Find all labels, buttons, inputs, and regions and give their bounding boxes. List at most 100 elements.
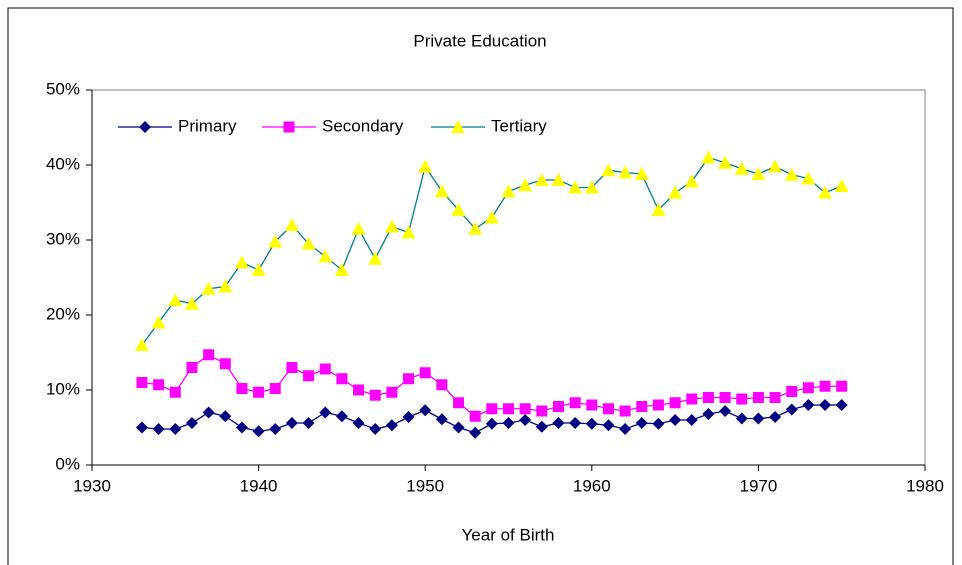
data-point xyxy=(284,218,299,231)
data-point xyxy=(219,410,232,423)
data-point xyxy=(769,411,782,423)
data-point xyxy=(136,377,148,388)
data-point xyxy=(452,421,465,434)
data-point xyxy=(336,373,348,385)
data-point xyxy=(651,203,666,216)
data-point xyxy=(169,386,181,398)
data-point xyxy=(319,406,332,419)
data-point xyxy=(534,173,549,186)
data-point xyxy=(252,425,265,438)
data-point xyxy=(552,417,565,429)
data-point xyxy=(301,236,316,250)
x-tick-label: 1940 xyxy=(240,476,278,495)
data-point xyxy=(569,417,582,429)
data-point xyxy=(351,221,366,235)
data-point xyxy=(352,417,365,429)
data-point xyxy=(286,362,298,373)
data-point xyxy=(584,180,599,194)
data-point xyxy=(319,363,331,375)
data-point xyxy=(752,412,765,425)
data-point xyxy=(153,379,165,391)
data-point xyxy=(669,414,682,426)
data-point xyxy=(518,178,533,192)
data-point xyxy=(836,380,848,392)
data-point xyxy=(403,373,415,385)
data-point xyxy=(151,315,166,329)
data-point xyxy=(202,406,215,419)
data-point xyxy=(519,403,531,415)
data-point xyxy=(384,219,399,233)
data-point xyxy=(569,397,581,409)
data-point xyxy=(719,392,731,403)
data-point xyxy=(402,411,415,423)
y-tick-label: 0% xyxy=(55,454,80,473)
data-point xyxy=(735,412,748,425)
data-point xyxy=(234,255,249,269)
legend-marker xyxy=(283,121,295,133)
data-point xyxy=(468,221,483,235)
x-tick-label: 1960 xyxy=(573,476,611,495)
data-point xyxy=(668,185,683,199)
data-point xyxy=(719,405,732,417)
data-point xyxy=(834,179,849,192)
data-point xyxy=(819,399,832,411)
data-point xyxy=(802,382,814,394)
data-point xyxy=(484,210,499,224)
data-point xyxy=(485,417,498,430)
data-point xyxy=(334,263,349,276)
data-point xyxy=(385,419,398,432)
data-point xyxy=(784,167,799,181)
data-point xyxy=(285,417,298,429)
data-point xyxy=(718,155,733,169)
data-point xyxy=(502,417,515,429)
data-point xyxy=(486,403,498,415)
data-point xyxy=(551,173,566,186)
chart-frame xyxy=(7,7,954,565)
data-point xyxy=(469,410,481,422)
x-tick-label: 1980 xyxy=(906,476,944,495)
data-point xyxy=(318,249,333,263)
legend-label: Primary xyxy=(178,116,237,135)
data-point xyxy=(436,379,448,391)
data-point xyxy=(269,383,281,394)
data-point xyxy=(519,414,532,426)
data-point xyxy=(134,338,149,351)
data-point xyxy=(652,399,664,411)
data-point xyxy=(618,165,633,179)
data-point xyxy=(269,423,282,435)
data-point xyxy=(435,413,448,426)
data-point xyxy=(702,392,714,403)
data-point xyxy=(701,150,716,164)
data-point xyxy=(734,161,749,175)
data-point xyxy=(669,397,681,409)
data-point xyxy=(303,370,315,382)
data-point xyxy=(751,167,766,180)
legend-label: Secondary xyxy=(322,116,404,135)
y-tick-label: 50% xyxy=(46,79,80,98)
data-point xyxy=(568,180,583,194)
data-point xyxy=(552,401,564,412)
data-point xyxy=(168,293,183,306)
data-point xyxy=(802,399,815,411)
data-point xyxy=(418,159,433,173)
data-point xyxy=(302,417,315,429)
data-point xyxy=(835,399,848,411)
data-point xyxy=(203,349,215,361)
x-tick-label: 1930 xyxy=(73,476,111,495)
data-point xyxy=(268,234,283,248)
data-point xyxy=(135,421,148,434)
data-point xyxy=(736,393,748,405)
data-point xyxy=(768,159,783,173)
data-point xyxy=(769,392,781,403)
data-point xyxy=(419,404,432,417)
series-line xyxy=(141,156,842,346)
data-point xyxy=(368,251,383,265)
data-point xyxy=(602,403,614,415)
data-point xyxy=(535,420,548,433)
data-point xyxy=(235,421,248,434)
data-point xyxy=(652,417,665,430)
data-point xyxy=(251,263,266,276)
data-point xyxy=(752,392,764,403)
x-tick-label: 1970 xyxy=(739,476,777,495)
x-tick-label: 1950 xyxy=(406,476,444,495)
